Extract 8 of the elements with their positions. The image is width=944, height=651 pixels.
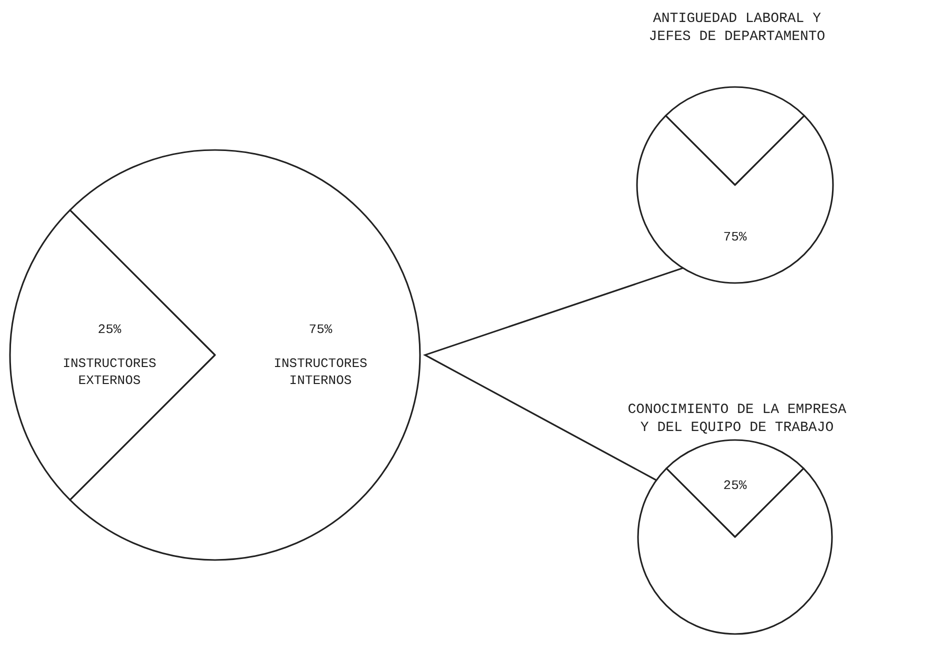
chart-title: CONOCIMIENTO DE LA EMPRESA Y DEL EQUIPO DE TRABAJO bbox=[628, 402, 847, 436]
data-label: 75% bbox=[723, 230, 747, 244]
data-label: 75% bbox=[308, 322, 332, 337]
chart-title: ANTIGUEDAD LABORAL Y JEFES DE DEPARTAMENTO bbox=[648, 11, 826, 45]
data-label: 25% bbox=[723, 478, 747, 493]
data-label: 25% bbox=[98, 322, 122, 337]
slice-label: INSTRUCTORES INTERNOS bbox=[274, 356, 368, 388]
slice-label: INSTRUCTORES EXTERNOS bbox=[62, 356, 156, 388]
